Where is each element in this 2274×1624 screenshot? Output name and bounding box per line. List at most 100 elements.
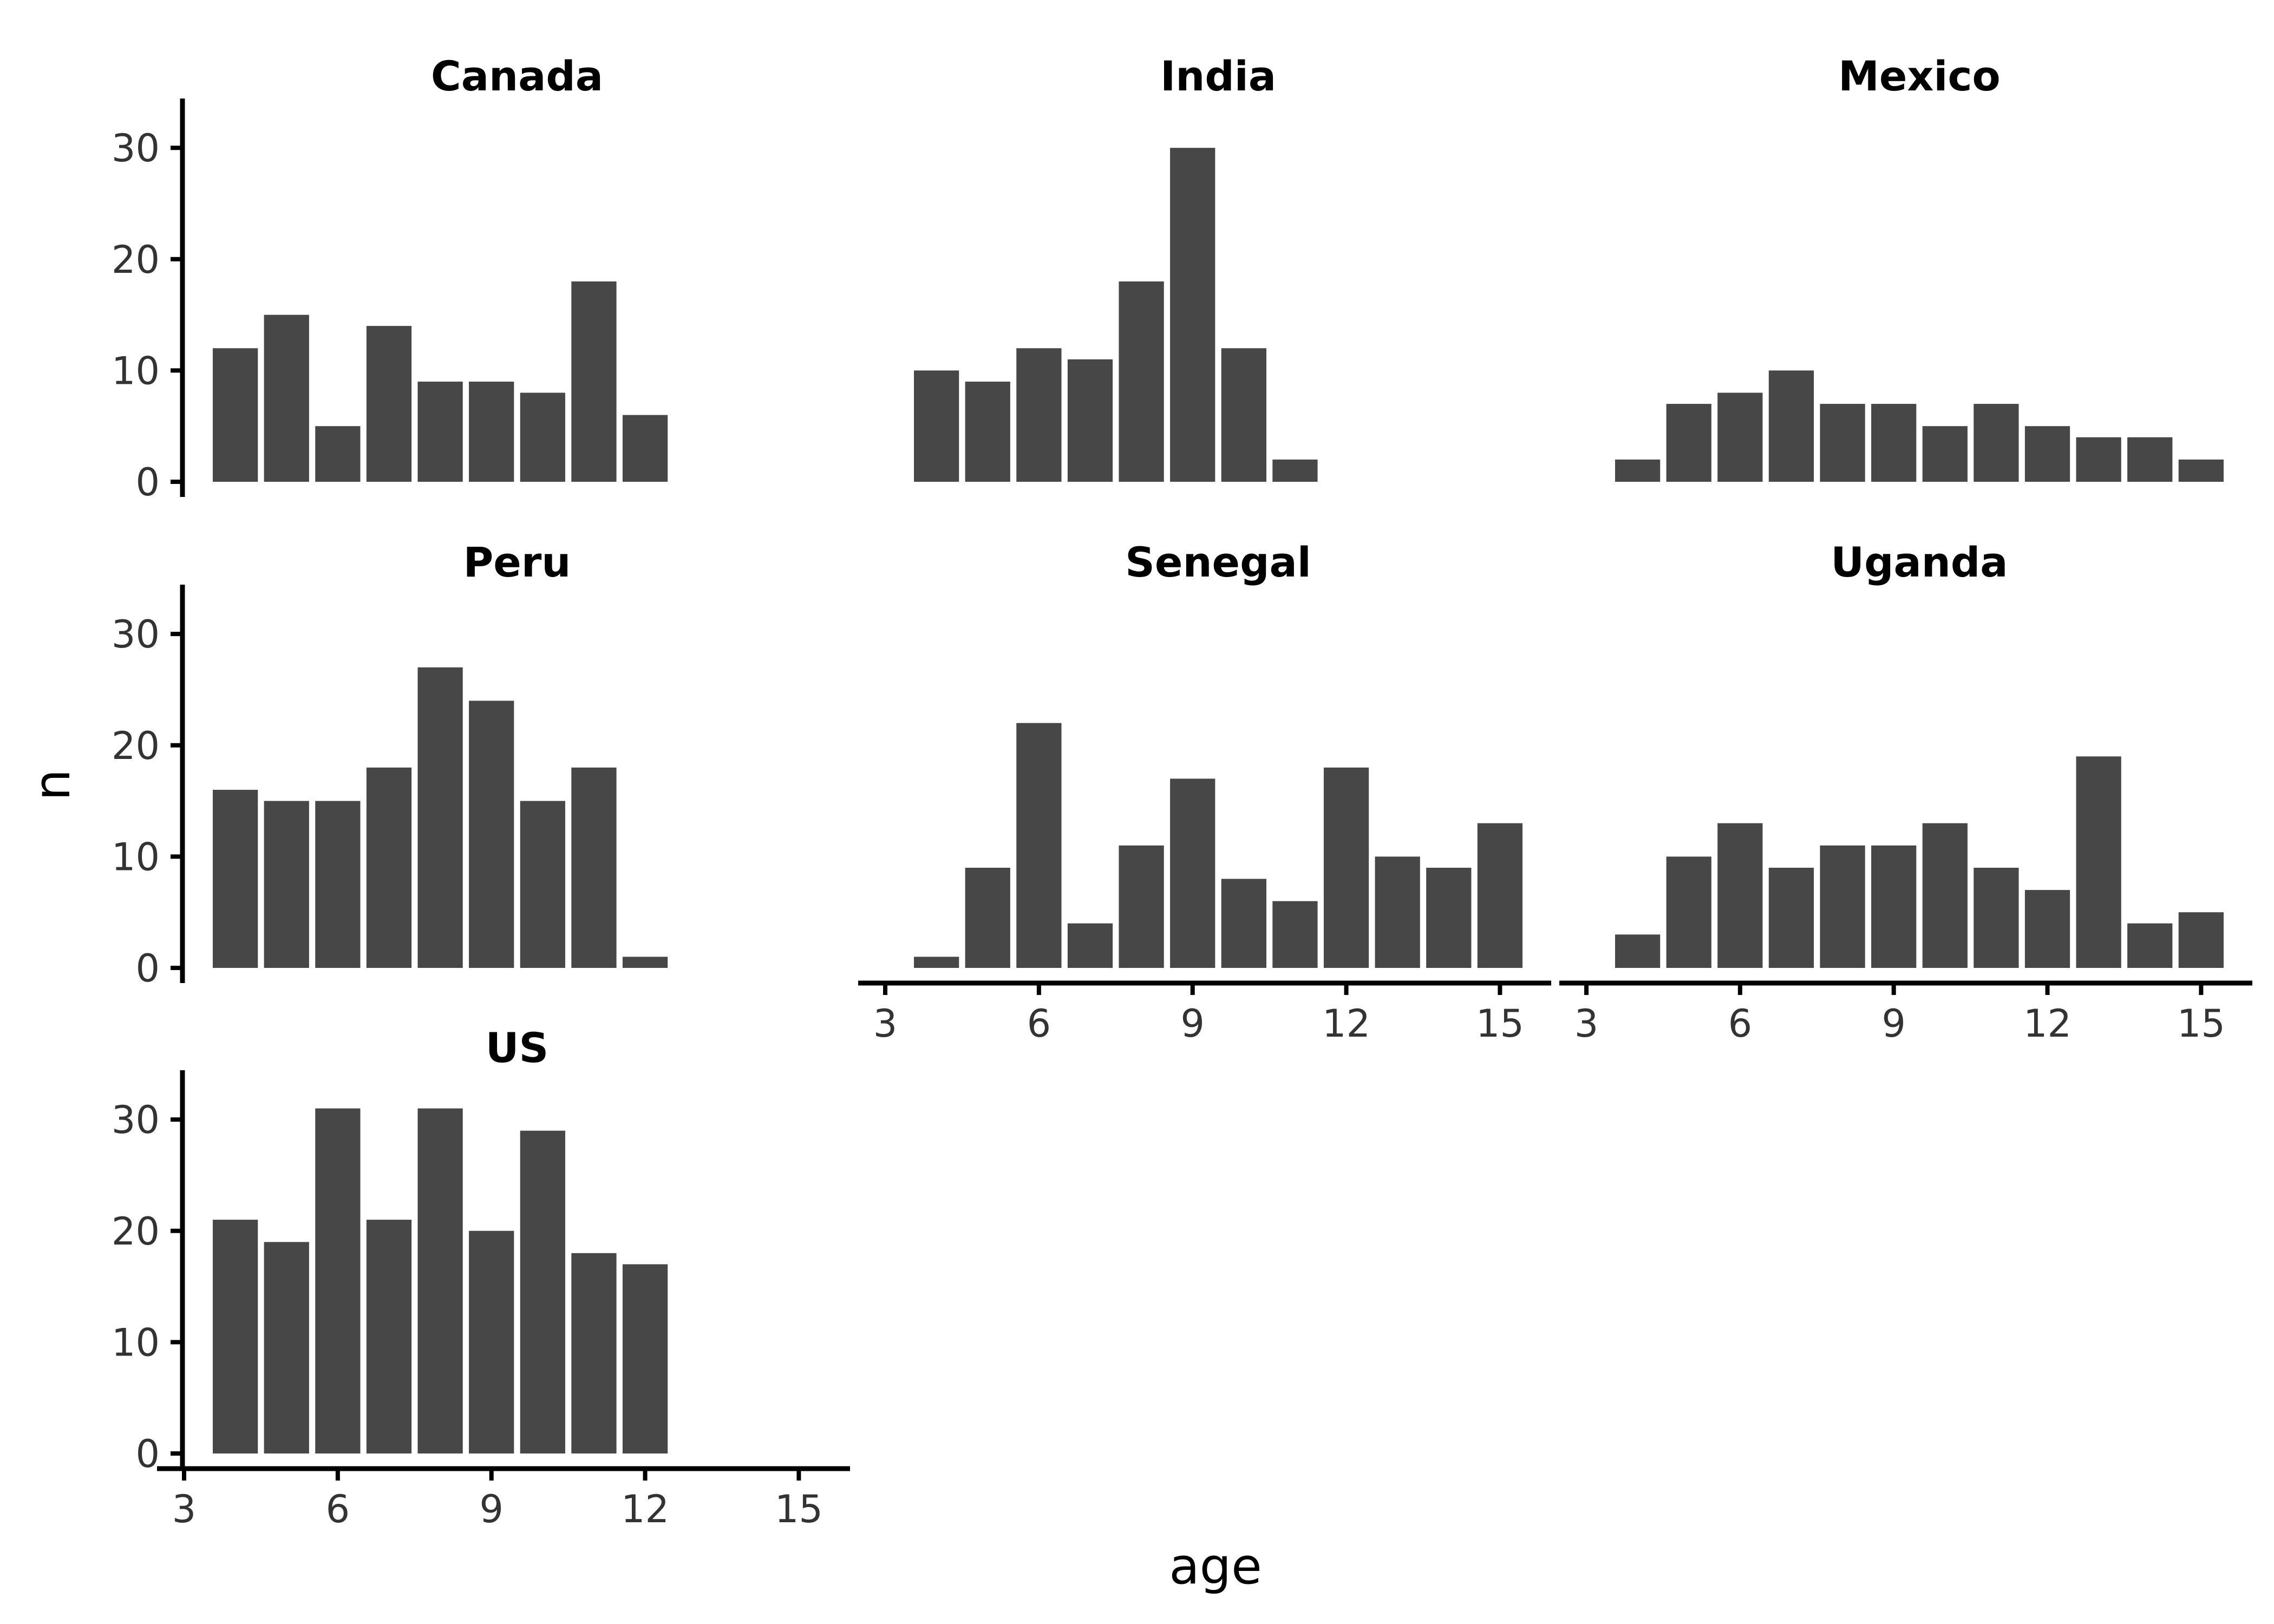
x-tick-label-us-6: 6	[326, 1487, 350, 1531]
bar-uganda-age-14	[2127, 923, 2173, 968]
x-tick-label-uganda-15: 15	[2177, 1001, 2225, 1046]
x-tick-label-senegal-15: 15	[1476, 1001, 1524, 1046]
bar-uganda-age-7	[1768, 867, 1814, 968]
bar-india-age-5	[965, 381, 1010, 482]
bar-india-age-8	[1119, 281, 1164, 482]
bar-peru-age-11	[571, 767, 617, 968]
bar-mexico-age-6	[1717, 392, 1763, 482]
y-tick-label-canada-20: 20	[112, 238, 160, 282]
bar-senegal-age-13	[1375, 856, 1420, 968]
bar-canada-age-12	[622, 415, 668, 482]
y-tick-label-canada-30: 30	[112, 126, 160, 171]
bar-india-age-9	[1170, 148, 1216, 482]
y-tick-label-us-10: 10	[112, 1320, 160, 1365]
y-tick-label-peru-30: 30	[112, 612, 160, 657]
facet-title-us: US	[486, 1024, 548, 1072]
bar-canada-age-10	[520, 392, 565, 482]
bar-uganda-age-15	[2178, 912, 2224, 968]
bar-canada-age-11	[571, 281, 617, 482]
bar-canada-age-5	[264, 315, 309, 482]
bar-uganda-age-11	[1974, 867, 2019, 968]
facet-title-mexico: Mexico	[1838, 52, 2001, 100]
bar-india-age-7	[1067, 359, 1113, 482]
bar-senegal-age-5	[965, 867, 1010, 968]
bar-us-age-6	[315, 1108, 361, 1453]
panel-senegal: Senegal 3 6 9 12 15	[858, 538, 1551, 1046]
y-tick-label-peru-0: 0	[135, 946, 160, 991]
bar-us-age-8	[417, 1108, 463, 1453]
bar-peru-age-7	[366, 767, 412, 968]
bar-india-age-11	[1272, 459, 1318, 482]
bar-peru-age-6	[315, 801, 361, 968]
bar-senegal-age-11	[1272, 901, 1318, 968]
panel-mexico: Mexico	[1615, 52, 2224, 482]
x-tick-label-us-9: 9	[479, 1487, 504, 1531]
panel-peru: Peru 0 10 20 30	[112, 538, 668, 991]
facet-title-india: India	[1160, 52, 1276, 100]
facet-title-uganda: Uganda	[1831, 538, 2008, 586]
y-axis-title: n	[23, 769, 81, 801]
bar-mexico-age-4	[1615, 459, 1661, 482]
bar-canada-age-6	[315, 426, 361, 482]
bar-senegal-age-14	[1426, 867, 1472, 968]
x-tick-label-senegal-12: 12	[1322, 1001, 1370, 1046]
bar-uganda-age-5	[1666, 856, 1711, 968]
x-tick-label-uganda-6: 6	[1728, 1001, 1753, 1046]
bar-peru-age-4	[212, 790, 258, 968]
bar-mexico-age-12	[2024, 426, 2070, 482]
bar-us-age-5	[264, 1242, 309, 1453]
y-tick-label-canada-10: 10	[112, 349, 160, 393]
panel-us: US 0 10 20 30 3 6 9 12 15	[112, 1024, 850, 1531]
x-tick-label-us-15: 15	[775, 1487, 823, 1531]
bar-mexico-age-10	[1922, 426, 1968, 482]
x-tick-label-us-12: 12	[621, 1487, 669, 1531]
bar-india-age-10	[1221, 348, 1266, 482]
x-tick-label-uganda-3: 3	[1574, 1001, 1599, 1046]
y-tick-label-us-20: 20	[112, 1209, 160, 1254]
x-tick-label-uganda-9: 9	[1881, 1001, 1906, 1046]
panel-canada: Canada 0 10 20 30	[112, 52, 668, 505]
bar-senegal-age-10	[1221, 879, 1266, 968]
bar-us-age-12	[622, 1264, 668, 1453]
bar-peru-age-10	[520, 801, 565, 968]
bar-uganda-age-9	[1871, 845, 1917, 968]
bar-senegal-age-7	[1067, 923, 1113, 968]
x-tick-label-senegal-3: 3	[873, 1001, 898, 1046]
bar-mexico-age-9	[1871, 404, 1917, 482]
y-tick-label-peru-10: 10	[112, 835, 160, 879]
bar-us-age-9	[469, 1230, 514, 1453]
bar-mexico-age-7	[1768, 370, 1814, 482]
bar-peru-age-12	[622, 957, 668, 968]
bar-us-age-10	[520, 1130, 565, 1453]
facet-title-senegal: Senegal	[1125, 538, 1311, 586]
bar-canada-age-9	[469, 381, 514, 482]
bar-uganda-age-8	[1820, 845, 1865, 968]
panel-india: India	[913, 52, 1318, 482]
bar-uganda-age-12	[2024, 890, 2070, 968]
bar-senegal-age-9	[1170, 778, 1216, 968]
x-tick-label-senegal-9: 9	[1180, 1001, 1205, 1046]
x-tick-label-uganda-12: 12	[2023, 1001, 2072, 1046]
bar-us-age-7	[366, 1220, 412, 1453]
bar-senegal-age-12	[1323, 767, 1369, 968]
bar-mexico-age-8	[1820, 404, 1865, 482]
bar-canada-age-7	[366, 326, 412, 482]
x-tick-label-us-3: 3	[172, 1487, 197, 1531]
panel-uganda: Uganda 3 6 9 12 15	[1559, 538, 2252, 1046]
bar-us-age-11	[571, 1253, 617, 1453]
y-tick-label-us-0: 0	[135, 1432, 160, 1476]
bar-uganda-age-13	[2076, 756, 2121, 968]
bar-senegal-age-6	[1016, 723, 1062, 968]
y-tick-label-canada-0: 0	[135, 460, 160, 505]
bar-canada-age-4	[212, 348, 258, 482]
facet-title-peru: Peru	[463, 538, 571, 586]
bar-uganda-age-4	[1615, 934, 1661, 968]
x-tick-label-senegal-6: 6	[1027, 1001, 1051, 1046]
bar-mexico-age-5	[1666, 404, 1711, 482]
bar-india-age-4	[913, 370, 959, 482]
bar-canada-age-8	[417, 381, 463, 482]
y-tick-label-us-30: 30	[112, 1098, 160, 1142]
bar-peru-age-5	[264, 801, 309, 968]
bar-senegal-age-15	[1477, 823, 1523, 968]
